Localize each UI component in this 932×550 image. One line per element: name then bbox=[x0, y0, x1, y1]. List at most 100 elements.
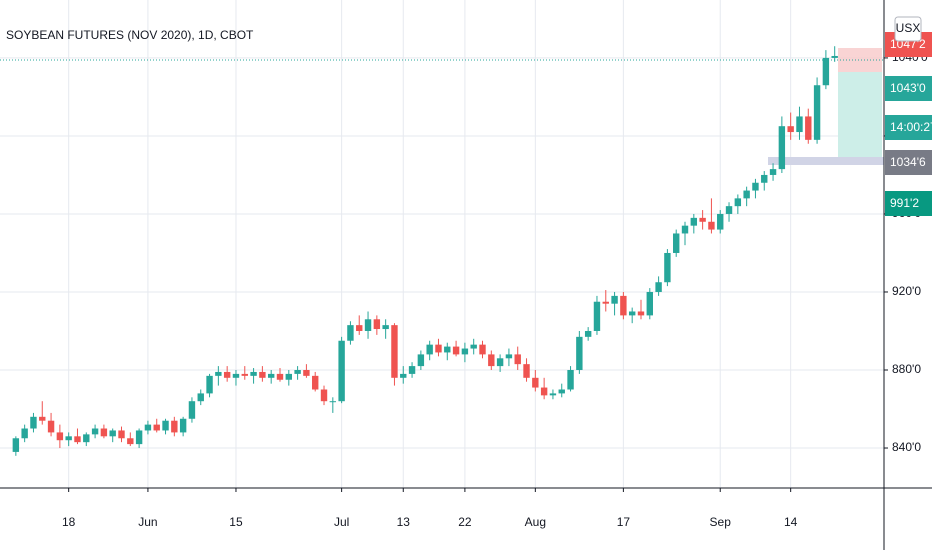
candle-body bbox=[778, 126, 786, 170]
candle-body bbox=[796, 116, 803, 133]
candle-body bbox=[558, 389, 565, 394]
candle-body bbox=[144, 424, 152, 431]
candle-body bbox=[470, 344, 477, 349]
candle-body bbox=[664, 252, 671, 283]
candle-body bbox=[813, 85, 821, 140]
candle-body bbox=[162, 420, 169, 431]
candle-body bbox=[523, 364, 530, 378]
candle-body bbox=[241, 373, 248, 376]
candle-body bbox=[769, 169, 777, 175]
unit-label[interactable]: USX bbox=[896, 21, 921, 35]
candle-body bbox=[382, 325, 389, 330]
candle-body bbox=[267, 373, 275, 378]
candle-body bbox=[593, 301, 601, 331]
candle-body bbox=[637, 311, 645, 316]
candle-body bbox=[21, 428, 28, 439]
candle-body bbox=[673, 233, 680, 253]
candle-body bbox=[65, 436, 72, 441]
candle-body bbox=[417, 354, 425, 367]
candle-body bbox=[699, 217, 706, 222]
candle-body bbox=[567, 369, 574, 390]
x-tick-label: 18 bbox=[62, 515, 76, 529]
candle-body bbox=[276, 373, 284, 380]
candle-body bbox=[620, 295, 627, 316]
price-tag bbox=[885, 115, 932, 140]
x-tick-label: Jul bbox=[334, 515, 349, 529]
candle-body bbox=[452, 346, 460, 355]
x-tick-label: 17 bbox=[617, 515, 631, 529]
candle-body bbox=[681, 225, 689, 234]
candle-body bbox=[602, 301, 609, 304]
price-tag bbox=[885, 76, 932, 101]
candle-body bbox=[320, 389, 328, 402]
candle-body bbox=[39, 416, 46, 421]
candle-body bbox=[223, 371, 231, 378]
candle-body bbox=[761, 174, 768, 183]
candles bbox=[12, 46, 838, 456]
y-tick-label: 840'0 bbox=[892, 440, 921, 454]
chart-title: SOYBEAN FUTURES (NOV 2020), 1D, CBOT bbox=[6, 28, 254, 42]
price-tag-label: 1034'6 bbox=[890, 155, 926, 169]
candle-body bbox=[734, 198, 742, 207]
candle-body bbox=[646, 291, 653, 316]
candle-body bbox=[408, 366, 416, 374]
candle-body bbox=[496, 358, 504, 367]
candle-body bbox=[329, 401, 337, 403]
candle-body bbox=[611, 295, 618, 304]
candle-body bbox=[479, 344, 486, 355]
unit-button[interactable] bbox=[894, 16, 922, 42]
target-zone bbox=[838, 72, 882, 160]
y-tick-label: 880'0 bbox=[892, 362, 921, 376]
candle-body bbox=[690, 217, 698, 226]
candle-body bbox=[488, 354, 495, 367]
candle-body bbox=[91, 428, 99, 435]
candle-body bbox=[655, 282, 662, 292]
candle-body bbox=[576, 336, 583, 370]
candle-body bbox=[628, 311, 636, 316]
x-tick-label: 13 bbox=[397, 515, 411, 529]
candle-body bbox=[822, 57, 830, 86]
candle-body bbox=[30, 416, 37, 429]
candle-body bbox=[373, 319, 381, 330]
candle-body bbox=[532, 377, 539, 388]
candle-body bbox=[356, 325, 363, 331]
candle-body bbox=[743, 190, 750, 199]
candle-body bbox=[514, 354, 521, 365]
candle-body bbox=[100, 428, 108, 437]
x-tick-label: 14 bbox=[784, 515, 798, 529]
candle-body bbox=[312, 375, 319, 390]
candle-body bbox=[12, 438, 20, 452]
candle-body bbox=[725, 206, 733, 214]
candle-body bbox=[215, 371, 222, 376]
y-tick-label: 920'0 bbox=[892, 284, 921, 298]
price-tag-label: 991'2 bbox=[890, 196, 919, 210]
candle-body bbox=[153, 424, 160, 431]
candle-body bbox=[444, 346, 451, 353]
candle-body bbox=[540, 387, 548, 396]
price-tag bbox=[885, 150, 932, 175]
candle-body bbox=[717, 213, 724, 230]
x-tick-label: Sep bbox=[710, 515, 732, 529]
candle-body bbox=[364, 319, 372, 331]
candle-body bbox=[805, 116, 812, 140]
candle-body bbox=[83, 434, 90, 443]
candle-body bbox=[188, 401, 196, 419]
candle-body bbox=[752, 182, 759, 191]
candle-body bbox=[294, 369, 301, 374]
candle-body bbox=[206, 375, 213, 394]
price-tag bbox=[885, 191, 932, 216]
candle-body bbox=[47, 420, 55, 433]
price-tag-label: 1043'0 bbox=[890, 81, 926, 95]
x-tick-label: Jun bbox=[138, 515, 157, 529]
candle-body bbox=[179, 418, 187, 433]
candle-body bbox=[426, 344, 433, 355]
entry-line bbox=[768, 157, 884, 165]
grid bbox=[0, 0, 884, 488]
candle-body bbox=[285, 373, 292, 380]
price-tag-label: 14:00:27 bbox=[890, 120, 932, 134]
stop-zone bbox=[838, 48, 882, 72]
candle-body bbox=[338, 340, 345, 402]
candle-body bbox=[127, 438, 134, 445]
